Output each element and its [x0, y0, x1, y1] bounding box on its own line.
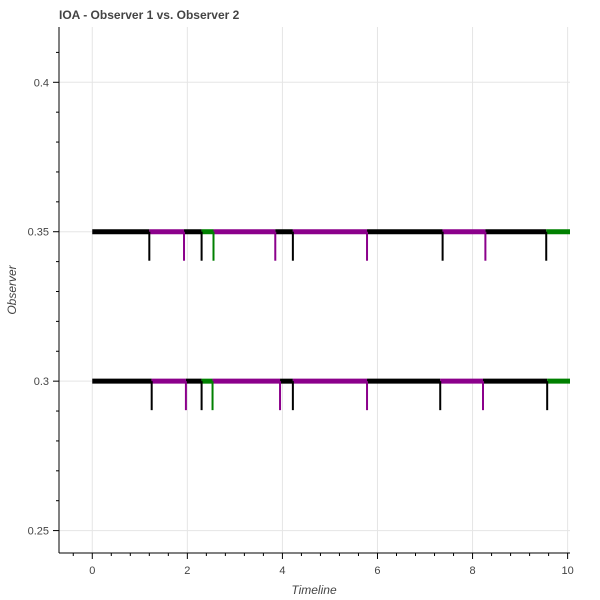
- chart-title: IOA - Observer 1 vs. Observer 2: [59, 8, 240, 22]
- x-tick-label: 2: [184, 565, 190, 577]
- x-tick-label: 6: [374, 565, 380, 577]
- y-tick-label: 0.3: [34, 376, 49, 388]
- x-axis-label: Timeline: [291, 583, 337, 597]
- axes: 0 2 4 6 8 10 0.25 0.3 0.35 0.4: [28, 27, 574, 577]
- x-tick-label: 4: [279, 565, 285, 577]
- y-axis-label: Observer: [5, 264, 19, 314]
- x-tick-label: 10: [561, 565, 573, 577]
- y-tick-label: 0.25: [28, 526, 49, 538]
- y-tick-label: 0.4: [34, 77, 49, 89]
- grid-lines: [59, 27, 570, 553]
- x-tick-label: 8: [469, 565, 475, 577]
- y-tick-label: 0.35: [28, 227, 49, 239]
- timeline-series: [92, 229, 570, 411]
- x-tick-label: 0: [89, 565, 95, 577]
